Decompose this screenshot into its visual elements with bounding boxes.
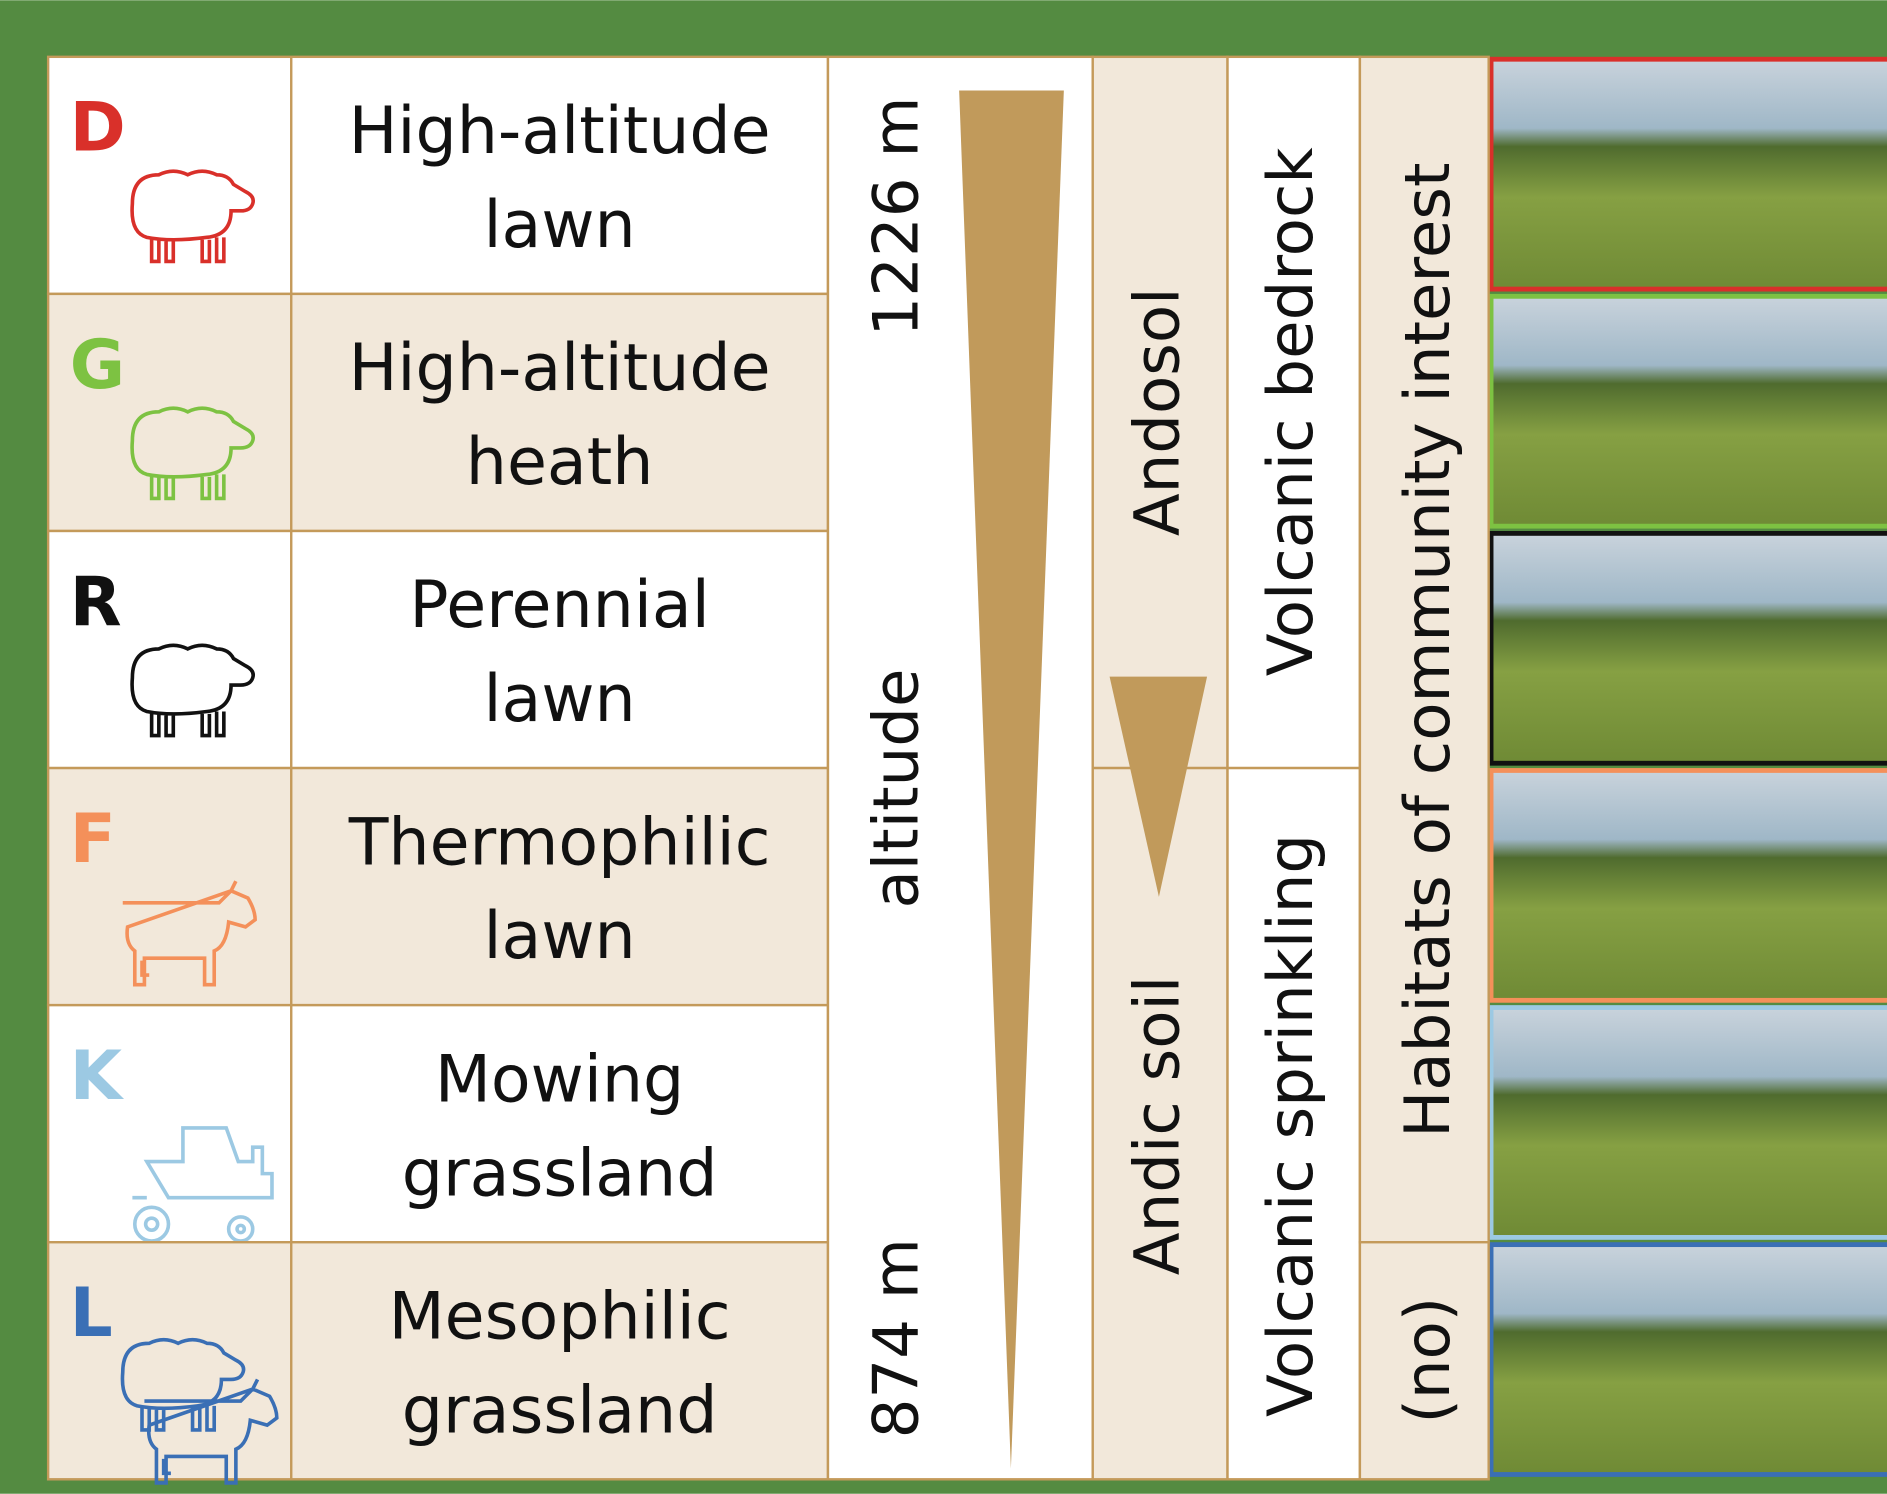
row-bg xyxy=(46,1003,830,1244)
habitat-photo xyxy=(1488,530,1887,766)
row-bg xyxy=(46,55,830,296)
habitat-name: Mesophilic xyxy=(389,1279,731,1354)
cell xyxy=(1226,55,1362,770)
row-code: L xyxy=(70,1273,113,1352)
row-icon xyxy=(130,406,255,501)
row-code: F xyxy=(70,799,116,878)
habitat-photo xyxy=(1488,293,1887,529)
altitude-wedge xyxy=(959,90,1064,1469)
rotated-label: Andosol xyxy=(1120,287,1193,536)
habitat-photo xyxy=(1488,1005,1887,1240)
sheep xyxy=(120,1337,246,1432)
row-bg xyxy=(46,766,830,1007)
sheep xyxy=(130,169,255,264)
habitat-name: Thermophilic xyxy=(348,805,771,880)
habitat-name: grassland xyxy=(402,1136,718,1211)
cow xyxy=(122,880,257,987)
rotated-label: (no) xyxy=(1391,1297,1464,1424)
habitat-name: lawn xyxy=(484,899,636,974)
rotated-label: 1226 m xyxy=(859,97,932,337)
habitat-name: heath xyxy=(466,425,654,500)
row-bg xyxy=(46,292,830,533)
row-code: D xyxy=(70,88,126,167)
sheep xyxy=(130,643,255,738)
wheel xyxy=(143,1216,160,1232)
rotated-label: Volcanic sprinkling xyxy=(1254,834,1327,1417)
habitat-photo xyxy=(1488,1242,1887,1477)
cell xyxy=(1226,766,1362,1481)
rotated-label: 874 m xyxy=(859,1238,932,1438)
row-code: R xyxy=(70,562,122,641)
soil-wedge xyxy=(1109,676,1208,897)
habitat-photo xyxy=(1488,56,1887,292)
row-code: K xyxy=(70,1036,125,1115)
habitat-name: lawn xyxy=(484,188,636,263)
row-icon xyxy=(130,169,255,264)
tractor xyxy=(132,1126,274,1200)
cell xyxy=(1358,1241,1490,1481)
row-code: G xyxy=(70,325,125,404)
rotated-label: Volcanic bedrock xyxy=(1254,147,1327,677)
habitat-photo xyxy=(1488,768,1887,1003)
cell xyxy=(1358,55,1490,1244)
sheep xyxy=(130,406,255,501)
row-icon xyxy=(120,1337,279,1485)
rotated-label: Andic soil xyxy=(1120,976,1193,1275)
habitat-name: Mowing xyxy=(435,1042,684,1117)
habitat-name: grassland xyxy=(402,1373,718,1448)
cow xyxy=(144,1378,279,1485)
row-icon xyxy=(130,643,255,738)
habitat-name: Perennial xyxy=(409,568,709,643)
habitat-name: lawn xyxy=(484,662,636,737)
habitat-name: High-altitude xyxy=(349,94,771,169)
row-bg xyxy=(46,1241,830,1481)
row-icon xyxy=(122,880,257,987)
row-bg xyxy=(46,529,830,770)
cell xyxy=(1091,55,1229,770)
rotated-label: Habitats of community interest xyxy=(1391,162,1464,1137)
habitat-name: High-altitude xyxy=(349,331,771,406)
wheel xyxy=(235,1223,247,1235)
rotated-label: altitude xyxy=(859,669,932,909)
